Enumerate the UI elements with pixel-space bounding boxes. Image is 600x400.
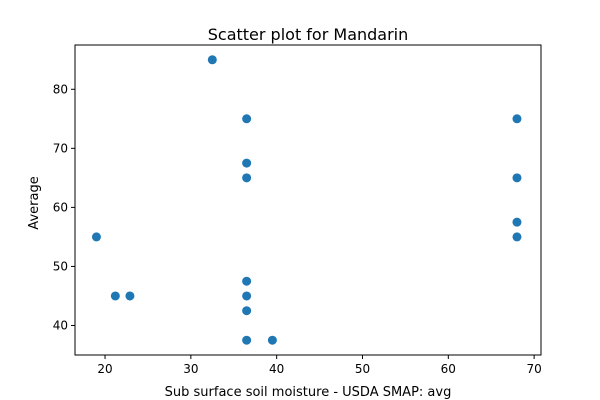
data-point-11: [267, 335, 277, 345]
data-points: [91, 55, 522, 345]
x-tick-label-20: 20: [97, 362, 112, 376]
data-point-9: [242, 306, 252, 316]
y-axis-label: Average: [27, 176, 42, 229]
data-point-6: [242, 173, 252, 183]
x-tick-label-60: 60: [441, 362, 456, 376]
data-point-2: [125, 291, 135, 301]
data-point-3: [207, 55, 217, 65]
data-point-15: [512, 232, 522, 242]
y-tick-label-70: 70: [53, 141, 68, 155]
data-point-4: [242, 114, 252, 124]
x-axis-ticks: 20 30 40 50 60 70: [97, 355, 542, 376]
data-point-5: [242, 158, 252, 168]
y-tick-label-50: 50: [53, 259, 68, 273]
y-tick-label-80: 80: [53, 82, 68, 96]
x-tick-label-70: 70: [526, 362, 541, 376]
y-axis-ticks: 40 50 60 70 80: [53, 82, 75, 332]
data-point-10: [242, 335, 252, 345]
data-point-1: [110, 291, 120, 301]
y-tick-label-40: 40: [53, 318, 68, 332]
x-tick-label-40: 40: [269, 362, 284, 376]
data-point-7: [242, 276, 252, 286]
data-point-8: [242, 291, 252, 301]
data-point-14: [512, 217, 522, 227]
x-tick-label-50: 50: [355, 362, 370, 376]
plot-frame: [74, 44, 542, 356]
y-tick-label-60: 60: [53, 200, 68, 214]
data-point-12: [512, 114, 522, 124]
data-point-0: [91, 232, 101, 242]
x-axis-label: Sub surface soil moisture - USDA SMAP: a…: [165, 385, 452, 400]
data-point-13: [512, 173, 522, 183]
x-tick-label-30: 30: [183, 362, 198, 376]
chart-title: Scatter plot for Mandarin: [208, 25, 409, 44]
